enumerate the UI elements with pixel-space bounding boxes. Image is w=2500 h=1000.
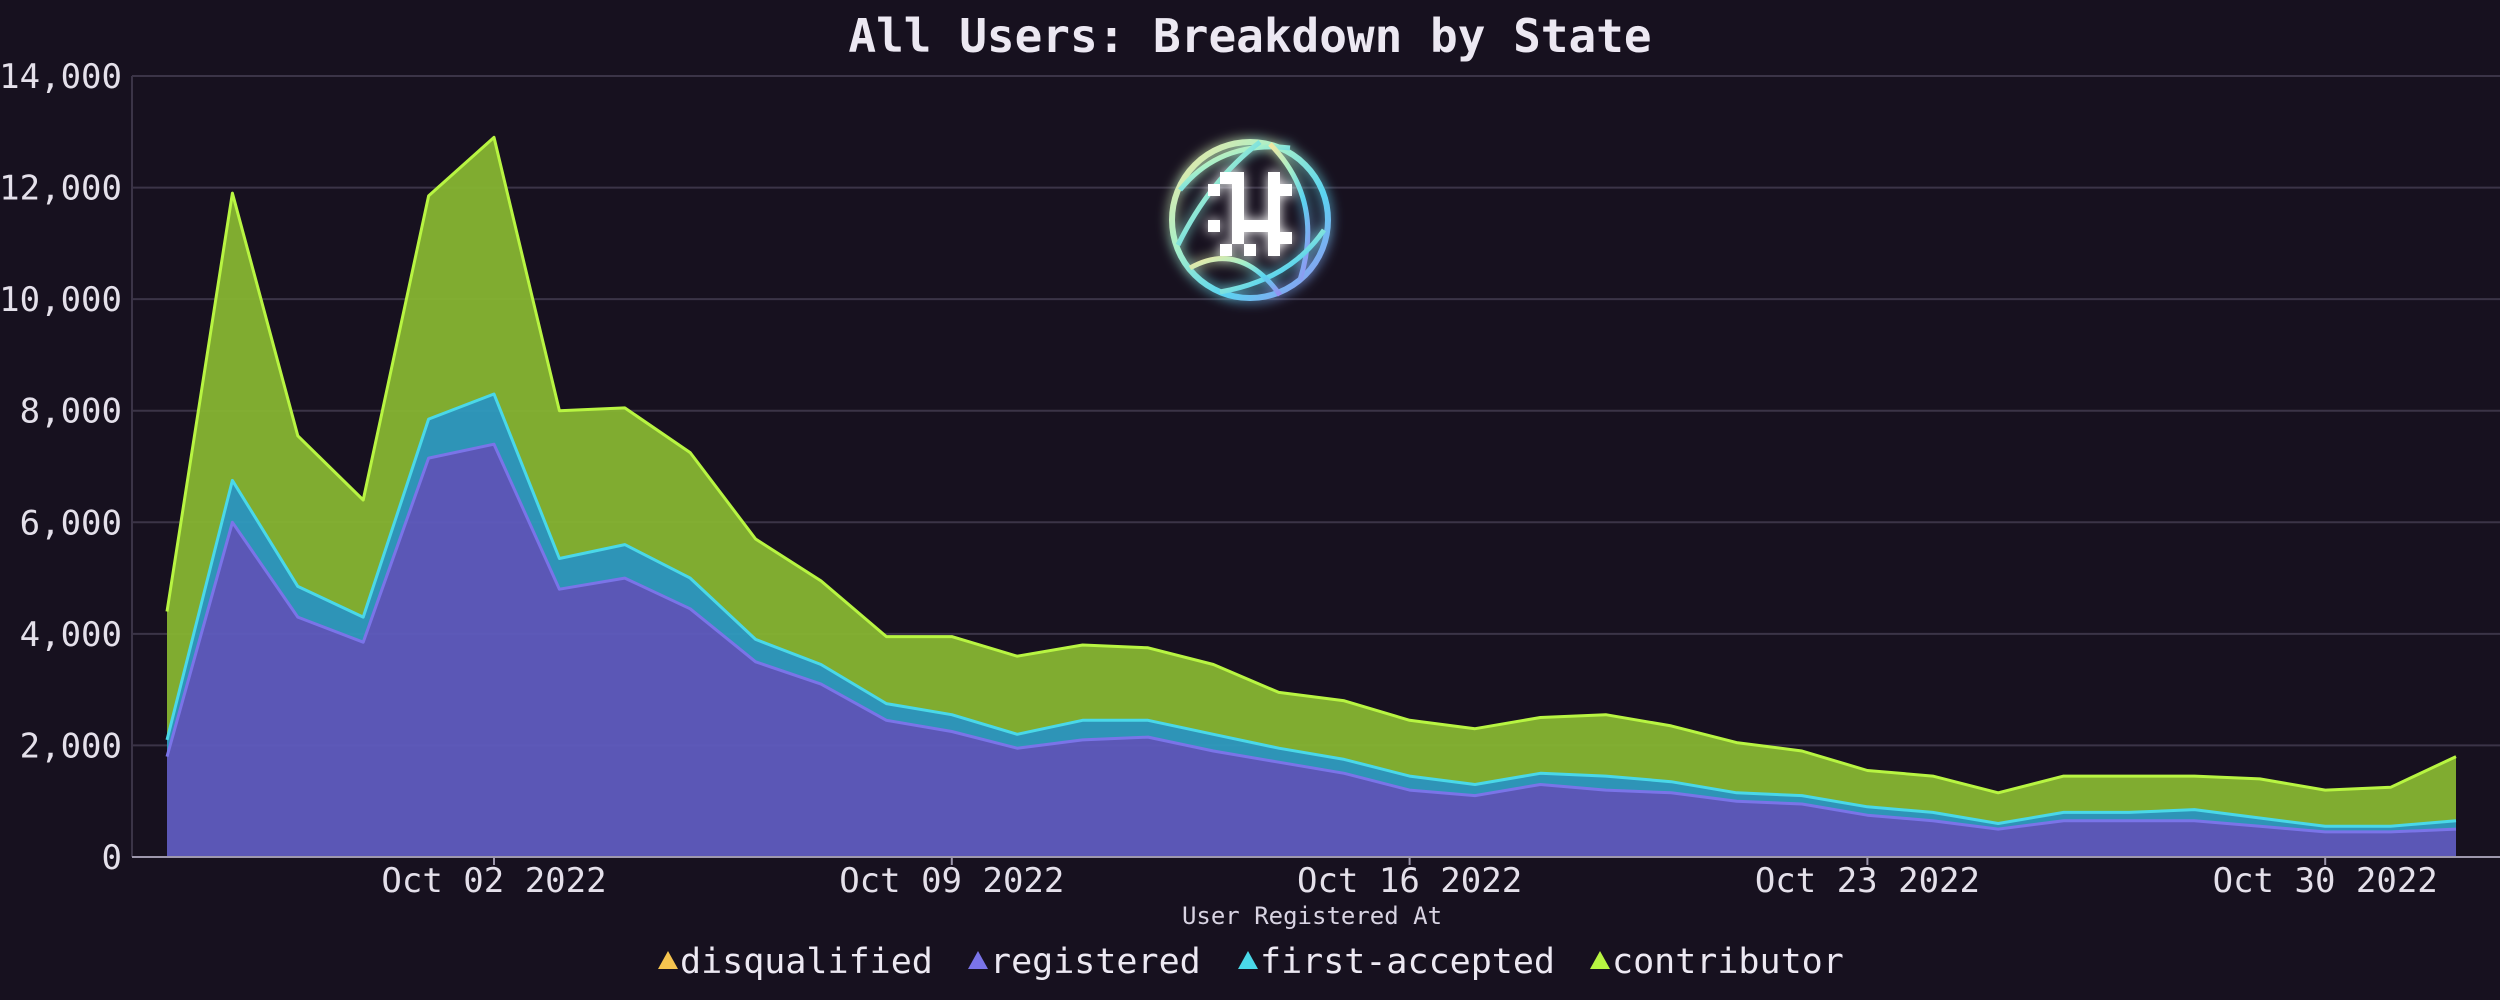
x-tick-label: Oct 16 2022 [1297, 861, 1522, 901]
series-lines [165, 135, 2457, 834]
x-axis: Oct 02 2022 Oct 09 2022 Oct 16 2022 Oct 23 … [381, 857, 2438, 901]
legend-marker-disqualified [658, 951, 678, 969]
line-registered [165, 442, 2457, 834]
y-tick-label: 0 [102, 838, 122, 878]
pixel-globe-icon [1169, 139, 1331, 301]
area-series [167, 137, 2456, 857]
legend-marker-registered [968, 951, 988, 969]
chart-title: All Users: Breakdown by State [848, 9, 1651, 63]
y-tick-label: 14,000 [0, 57, 122, 97]
legend-label-registered: registered [990, 942, 1201, 982]
y-tick-label: 10,000 [0, 280, 122, 320]
area-registered [167, 444, 2456, 857]
x-tick-label: Oct 30 2022 [2213, 861, 2438, 901]
x-tick-label: Oct 09 2022 [839, 861, 1064, 901]
line-first-accepted [165, 392, 2457, 828]
y-tick-label: 12,000 [0, 169, 122, 209]
x-axis-label: User Registered At [1182, 902, 1442, 930]
y-tick-label: 6,000 [20, 503, 122, 543]
x-tick-label: Oct 02 2022 [381, 861, 606, 901]
legend-marker-first-accepted [1238, 951, 1258, 969]
legend-label-contributor: contributor [1612, 942, 1844, 982]
y-tick-label: 4,000 [20, 615, 122, 655]
y-tick-label: 2,000 [20, 726, 122, 766]
legend-label-disqualified: disqualified [680, 942, 933, 982]
y-tick-label: 8,000 [20, 392, 122, 432]
line-contributor [165, 135, 2457, 795]
x-tick-label: Oct 23 2022 [1755, 861, 1980, 901]
y-axis: 0 2,000 4,000 6,000 8,000 10,000 12,000 14,000 [0, 57, 133, 878]
legend: disqualified registered first-accepted cont… [658, 942, 1844, 982]
legend-marker-contributor [1590, 951, 1610, 969]
legend-label-first-accepted: first-accepted [1260, 942, 1555, 982]
area-contributor [167, 137, 2456, 827]
